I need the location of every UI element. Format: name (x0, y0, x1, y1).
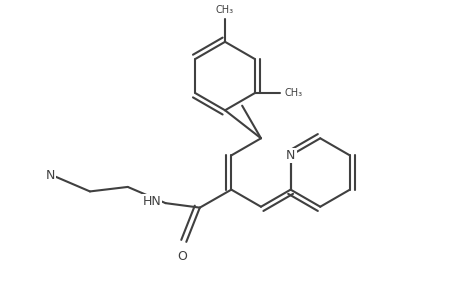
Text: CH₃: CH₃ (216, 5, 234, 15)
Text: CH₃: CH₃ (284, 88, 302, 98)
Text: HN: HN (142, 195, 161, 208)
Text: O: O (176, 250, 186, 263)
Text: N: N (45, 167, 54, 180)
Text: N: N (285, 149, 295, 162)
Text: N: N (46, 169, 55, 182)
